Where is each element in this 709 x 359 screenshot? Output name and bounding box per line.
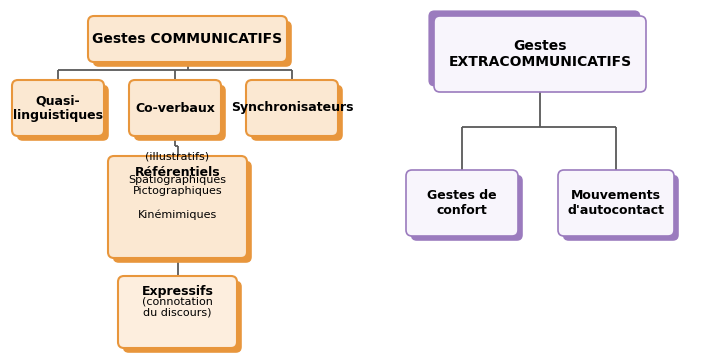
Text: (illustratifs)

Spatiographiques
Pictographiques

Kinémimiques: (illustratifs) Spatiographiques Pictogra… — [128, 152, 226, 220]
FancyBboxPatch shape — [428, 10, 640, 87]
FancyBboxPatch shape — [12, 80, 104, 136]
FancyBboxPatch shape — [406, 170, 518, 236]
FancyBboxPatch shape — [113, 161, 252, 263]
FancyBboxPatch shape — [129, 80, 221, 136]
Text: (connotation
du discours): (connotation du discours) — [142, 296, 213, 318]
Text: Mouvements
d'autocontact: Mouvements d'autocontact — [567, 189, 664, 217]
FancyBboxPatch shape — [108, 156, 247, 258]
FancyBboxPatch shape — [93, 21, 292, 67]
FancyBboxPatch shape — [88, 16, 287, 62]
FancyBboxPatch shape — [411, 175, 523, 241]
Text: Quasi-
linguistiques: Quasi- linguistiques — [13, 94, 103, 122]
Text: Synchronisateurs: Synchronisateurs — [230, 102, 353, 115]
Text: Gestes de
confort: Gestes de confort — [428, 189, 497, 217]
FancyBboxPatch shape — [251, 85, 342, 141]
Text: Référentiels: Référentiels — [135, 165, 220, 178]
Text: Gestes COMMUNICATIFS: Gestes COMMUNICATIFS — [92, 32, 283, 46]
FancyBboxPatch shape — [123, 281, 242, 353]
FancyBboxPatch shape — [246, 80, 338, 136]
FancyBboxPatch shape — [434, 16, 646, 92]
FancyBboxPatch shape — [118, 276, 237, 348]
Text: Co-verbaux: Co-verbaux — [135, 102, 215, 115]
FancyBboxPatch shape — [563, 175, 679, 241]
FancyBboxPatch shape — [134, 85, 225, 141]
FancyBboxPatch shape — [558, 170, 674, 236]
Text: Gestes
EXTRACOMMUNICATIFS: Gestes EXTRACOMMUNICATIFS — [448, 39, 632, 69]
Text: Expressifs: Expressifs — [142, 285, 213, 298]
FancyBboxPatch shape — [17, 85, 108, 141]
